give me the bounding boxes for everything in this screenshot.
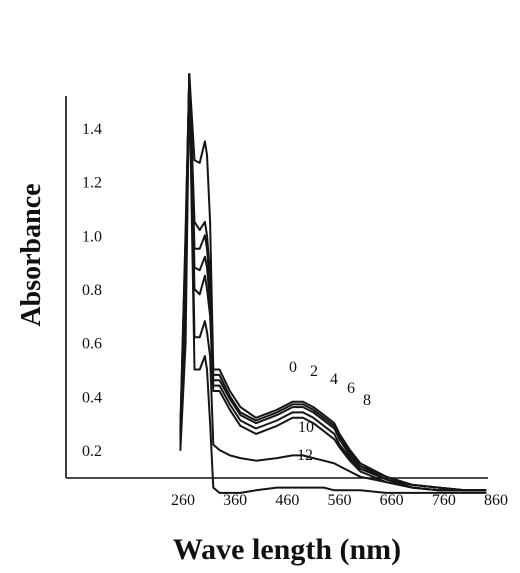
series-label-0: 0 — [289, 359, 297, 376]
series-line-8 — [179, 73, 487, 492]
y-tick-label: 0.4 — [82, 389, 102, 406]
series-line-10 — [179, 73, 487, 492]
y-tick-labels: 0.2 0.4 0.6 0.8 1.0 1.2 1.4 — [82, 121, 102, 460]
x-tick-label: 560 — [328, 492, 352, 509]
y-tick-label: 0.6 — [82, 336, 102, 353]
curves — [179, 73, 487, 494]
y-tick-label: 1.4 — [82, 121, 102, 138]
x-axis-title: Wave length (nm) — [173, 533, 401, 566]
y-tick-label: 0.8 — [82, 282, 102, 299]
series-label-4: 4 — [330, 371, 338, 388]
curve-labels: 0 2 468 10 12 — [289, 359, 371, 464]
series-line-4 — [179, 73, 487, 492]
series-line-2 — [179, 73, 487, 492]
x-tick-label: 260 — [171, 492, 195, 509]
x-tick-labels: 260 360 460 560 660 760 860 — [171, 492, 508, 509]
y-tick-label: 0.2 — [82, 443, 102, 460]
series-label-10: 10 — [298, 419, 314, 436]
series-line-12 — [179, 73, 487, 494]
series-label-2: 2 — [310, 363, 318, 380]
y-axis-title: Absorbance — [16, 183, 47, 326]
x-tick-label: 360 — [223, 492, 247, 509]
series-label-8: 8 — [363, 392, 371, 409]
x-tick-label: 860 — [484, 492, 508, 509]
y-tick-label: 1.0 — [82, 228, 102, 245]
series-label-6: 6 — [347, 380, 355, 397]
y-tick-label: 1.2 — [82, 175, 102, 192]
series-label-12: 12 — [297, 447, 313, 464]
x-tick-label: 460 — [275, 492, 299, 509]
x-tick-label: 760 — [432, 492, 456, 509]
x-tick-label: 660 — [380, 492, 404, 509]
series-line-6 — [179, 73, 487, 492]
